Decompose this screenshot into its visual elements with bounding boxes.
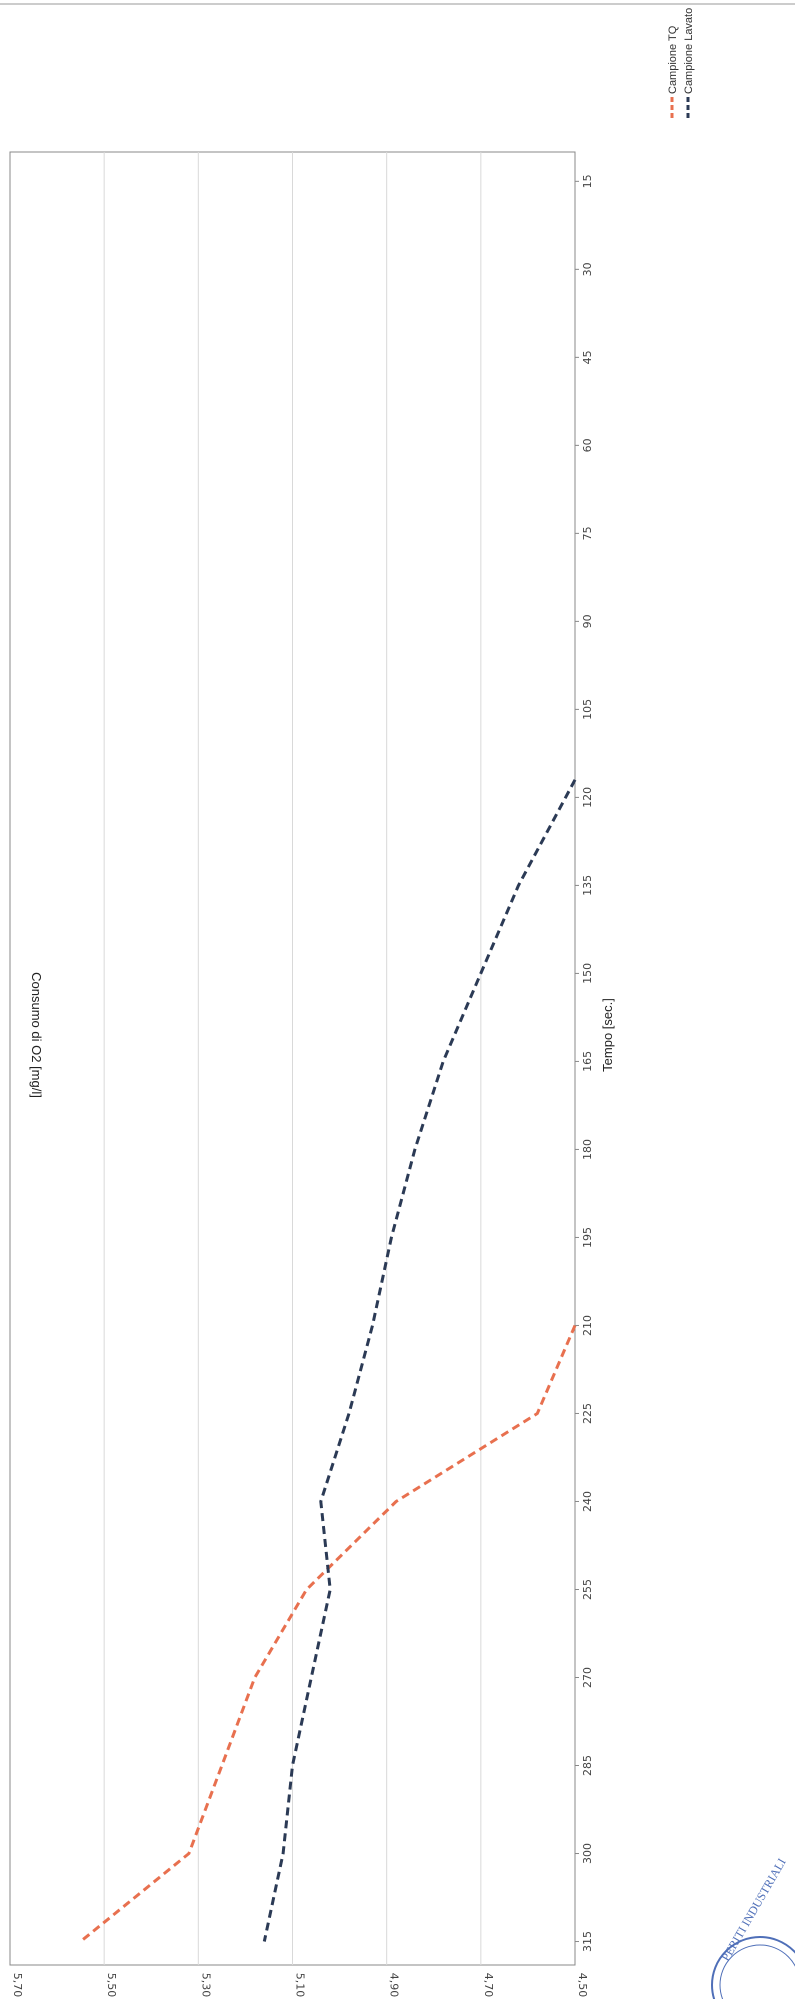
- x-tick-label: 195: [581, 1227, 594, 1248]
- x-tick-label: 180: [581, 1139, 594, 1160]
- y-tick-label: 5,10: [294, 1973, 307, 1998]
- y-axis-title: Consumo di O2 [mg/l]: [29, 972, 44, 1098]
- x-tick-label: 15: [581, 174, 594, 188]
- series-line-campione-tq: [79, 1324, 577, 1943]
- x-tick-label: 90: [581, 614, 594, 628]
- x-tick-label: 120: [581, 787, 594, 808]
- legend-label-campione-lavato: Campione Lavato: [683, 8, 695, 94]
- y-tick-label: 5,70: [11, 1973, 24, 1998]
- x-tick-label: 60: [581, 438, 594, 452]
- y-tick-label: 4,50: [576, 1973, 589, 1998]
- x-tick-label: 45: [581, 350, 594, 364]
- x-tick-label: 150: [581, 963, 594, 984]
- x-axis-title: Tempo [sec.]: [600, 998, 615, 1072]
- y-tick-label: 5,30: [199, 1973, 212, 1998]
- y-tick-label: 4,70: [482, 1973, 495, 1998]
- x-tick-label: 105: [581, 699, 594, 720]
- y-tick-label: 4,90: [388, 1973, 401, 1998]
- x-tick-label: 240: [581, 1491, 594, 1512]
- x-tick-label: 300: [581, 1843, 594, 1864]
- x-tick-label: 285: [581, 1755, 594, 1776]
- x-tick-label: 165: [581, 1051, 594, 1072]
- plot-area: 4,50 4,70 4,90 5,10 5,30 5,50 5,70 15 30 45 60 75 90…: [9, 151, 594, 1998]
- series-line-campione-lavato: [262, 779, 577, 1942]
- x-tick-label: 75: [581, 526, 594, 540]
- legend: Campione TQ Campione Lavato: [667, 8, 695, 118]
- y-tick-label: 5,50: [105, 1973, 118, 1998]
- x-tick-label: 315: [581, 1931, 594, 1952]
- svg-text:PERITI INDUSTRIALI: PERITI INDUSTRIALI: [718, 1856, 788, 1964]
- x-tick-label: 210: [581, 1315, 594, 1336]
- x-tick-label: 255: [581, 1579, 594, 1600]
- x-tick-label: 270: [581, 1667, 594, 1688]
- x-tick-label: 225: [581, 1403, 594, 1424]
- stamp-seal: PERITI INDUSTRIALI: [711, 1856, 795, 1999]
- x-tick-label: 30: [581, 262, 594, 276]
- x-tick-label: 135: [581, 875, 594, 896]
- legend-label-campione-tq: Campione TQ: [667, 25, 679, 94]
